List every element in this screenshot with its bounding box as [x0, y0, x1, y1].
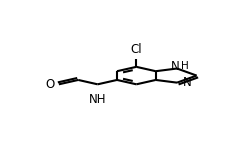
Text: O: O — [45, 78, 54, 91]
Text: N: N — [171, 60, 180, 73]
Text: NH: NH — [89, 93, 106, 106]
Text: N: N — [182, 76, 191, 89]
Text: Cl: Cl — [131, 43, 142, 56]
Text: H: H — [181, 61, 189, 71]
